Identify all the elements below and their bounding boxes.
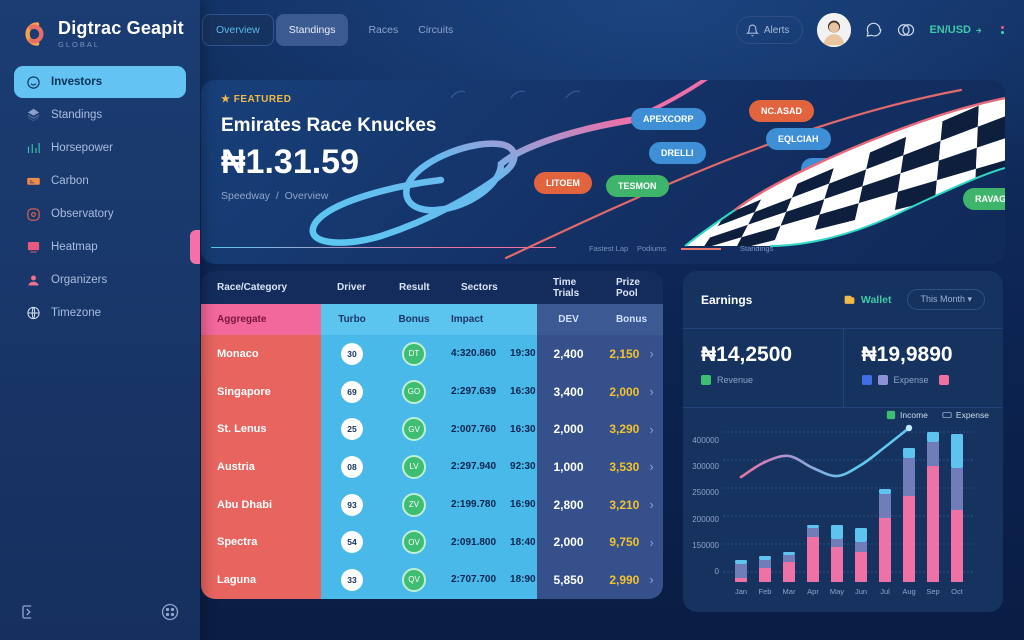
- svg-text:Sep: Sep: [926, 587, 939, 596]
- svg-text:Jul: Jul: [880, 587, 890, 596]
- svg-text:Aug: Aug: [902, 587, 915, 596]
- svg-text:Jun: Jun: [855, 587, 867, 596]
- svg-text:Oct: Oct: [951, 587, 964, 596]
- svg-text:Apr: Apr: [807, 587, 819, 596]
- svg-text:Jan: Jan: [735, 587, 747, 596]
- svg-text:May: May: [830, 587, 844, 596]
- svg-text:Mar: Mar: [783, 587, 796, 596]
- svg-text:Feb: Feb: [759, 587, 772, 596]
